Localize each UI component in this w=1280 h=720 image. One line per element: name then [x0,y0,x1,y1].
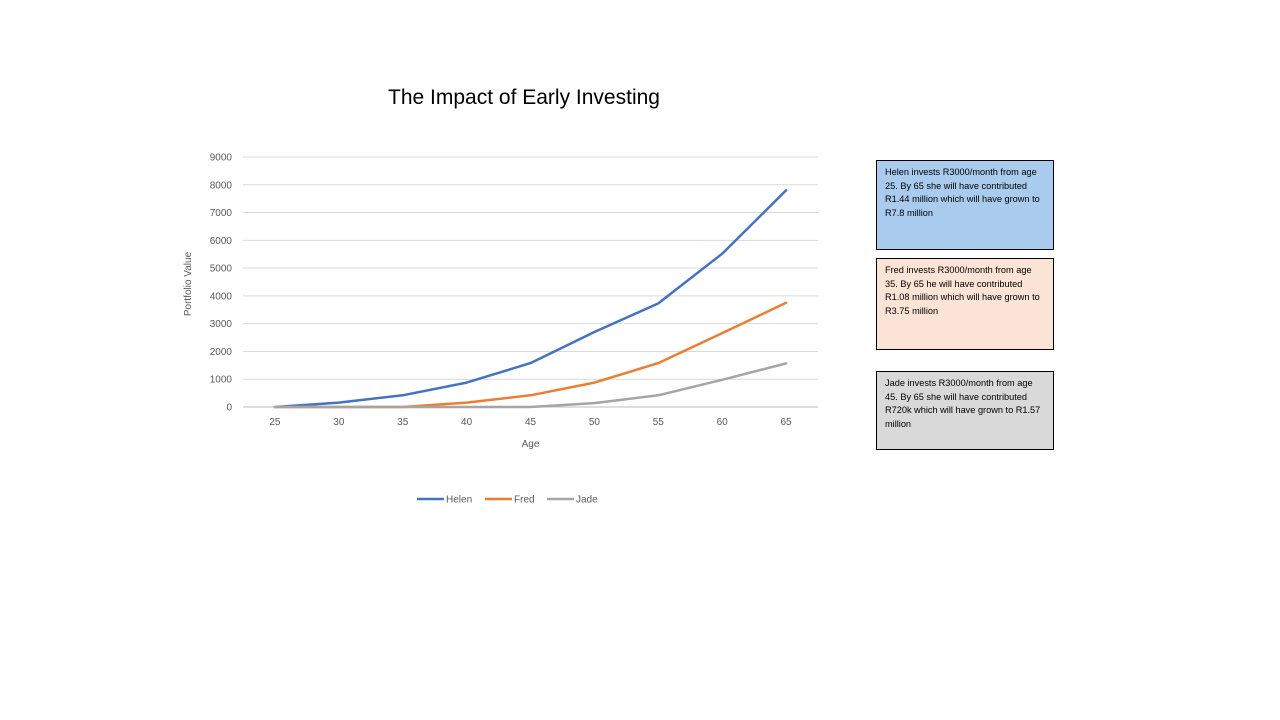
y-tick-label: 9000 [210,153,233,164]
note-jade: Jade invests R3000/month from age 45. By… [876,371,1054,450]
legend-label-fred: Fred [514,495,535,506]
note-fred: Fred invests R3000/month from age 35. By… [876,258,1054,350]
y-tick-label: 3000 [210,319,233,330]
x-tick-label: 60 [717,417,729,428]
y-tick-label: 4000 [210,291,233,302]
legend: Helen Fred Jade [417,495,598,506]
y-tick-label: 6000 [210,236,233,247]
x-axis-title: Age [522,439,540,450]
y-tick-label: 8000 [210,180,233,191]
x-tick-label: 55 [653,417,665,428]
chart-title: The Impact of Early Investing [388,86,660,109]
y-tick-label: 7000 [210,208,233,219]
series-line-helen [273,189,788,409]
legend-label-helen: Helen [446,495,472,506]
x-axis-ticks: 25 30 35 40 45 50 55 60 65 [269,417,792,428]
y-axis-ticks: 0 1000 2000 3000 4000 5000 6000 7000 8000 9000 [210,153,233,414]
series-line-jade [273,362,788,409]
legend-label-jade: Jade [576,495,598,506]
y-axis-title: Portfolio Value [183,251,194,316]
x-tick-label: 40 [461,417,473,428]
series-line-fred [273,301,788,409]
x-tick-label: 45 [525,417,537,428]
gridlines [243,156,818,380]
series-lines [273,189,788,409]
y-tick-label: 0 [226,403,232,414]
x-tick-label: 50 [589,417,601,428]
x-tick-label: 25 [269,417,281,428]
note-helen: Helen invests R3000/month from age 25. B… [876,160,1054,250]
y-tick-label: 5000 [210,264,233,275]
x-tick-label: 30 [333,417,345,428]
y-tick-label: 1000 [210,375,233,386]
x-tick-label: 65 [780,417,792,428]
x-tick-label: 35 [397,417,409,428]
y-tick-label: 2000 [210,347,233,358]
